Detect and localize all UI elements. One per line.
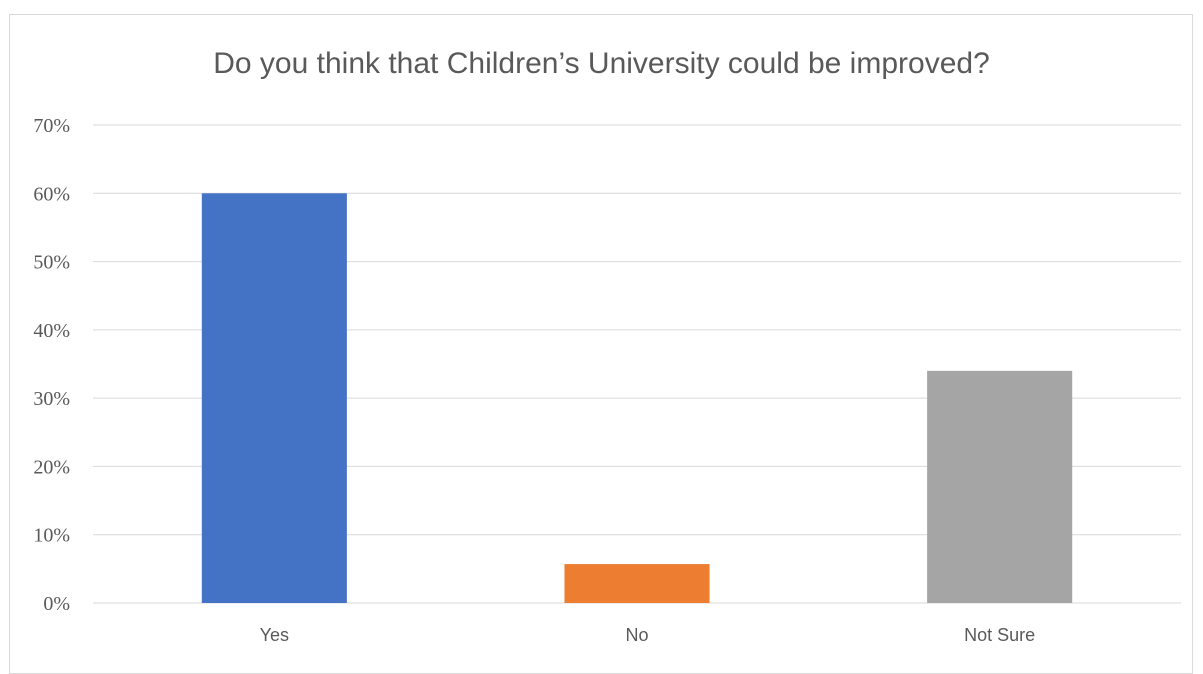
- bars: [201, 193, 1073, 604]
- chart-title: Do you think that Children’s University …: [213, 47, 990, 80]
- bar-no: [564, 564, 710, 603]
- bar-chart: 0% 10% 20% 30% 40% 50% 60% 70% Yes No Not Sure: [33, 115, 1181, 645]
- y-tick-label: 10%: [33, 525, 70, 547]
- x-tick-label: Not Sure: [964, 625, 1035, 645]
- y-tick-label: 30%: [33, 388, 70, 410]
- bar-not-sure: [927, 370, 1073, 603]
- y-axis-tick-labels: 0% 10% 20% 30% 40% 50% 60% 70%: [33, 115, 70, 615]
- y-tick-label: 0%: [43, 593, 70, 615]
- y-tick-label: 70%: [33, 115, 70, 137]
- bar-yes: [201, 193, 347, 604]
- x-tick-label: No: [625, 625, 648, 645]
- y-tick-label: 50%: [33, 252, 70, 274]
- y-tick-label: 40%: [33, 320, 70, 342]
- x-axis-tick-labels: Yes No Not Sure: [260, 625, 1036, 645]
- x-tick-label: Yes: [260, 625, 289, 645]
- y-tick-label: 60%: [33, 183, 70, 205]
- y-tick-label: 20%: [33, 456, 70, 478]
